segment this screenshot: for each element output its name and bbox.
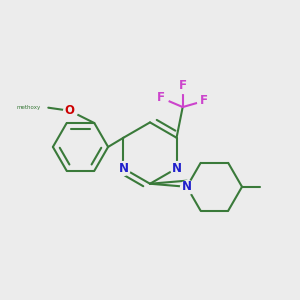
Text: N: N [172, 162, 182, 175]
Text: O: O [65, 104, 75, 117]
Text: F: F [157, 92, 165, 104]
Text: N: N [182, 180, 192, 193]
Text: methoxy: methoxy [16, 105, 40, 110]
Text: F: F [179, 79, 187, 92]
Text: N: N [118, 162, 128, 175]
Text: F: F [200, 94, 208, 107]
